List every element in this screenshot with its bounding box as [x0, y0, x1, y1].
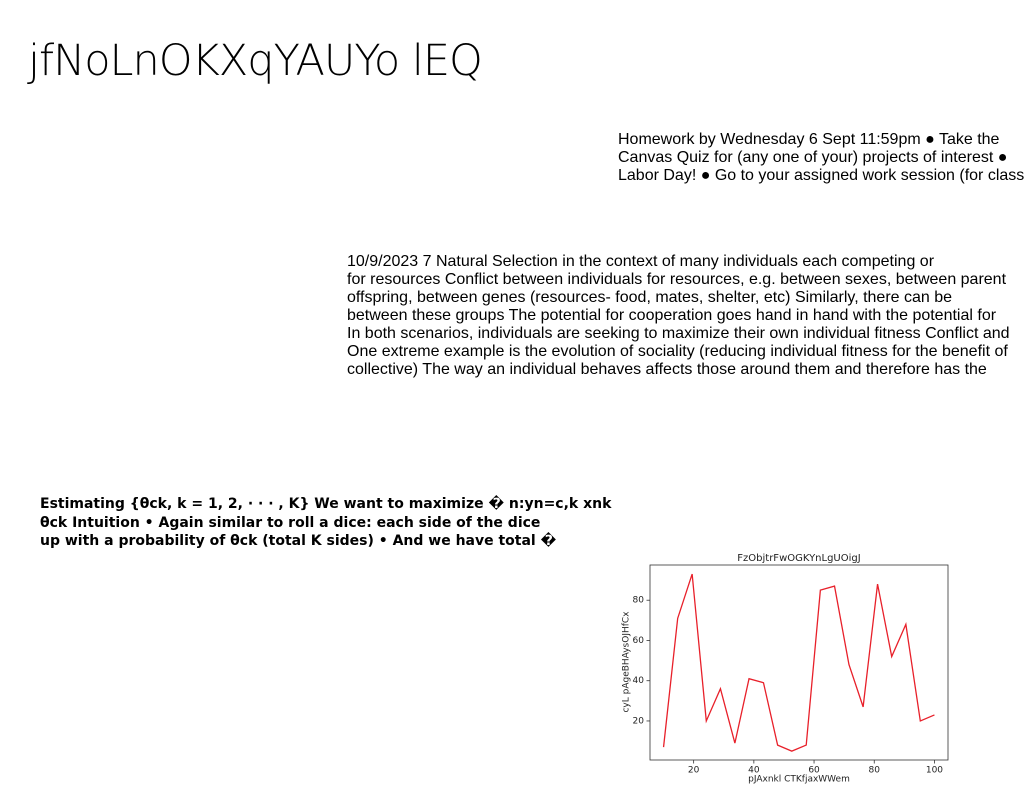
x-tick-label: 40: [748, 766, 760, 776]
text-line: collective) The way an individual behave…: [347, 361, 987, 378]
x-tick-label: 20: [688, 766, 700, 776]
x-tick-label: 80: [869, 766, 881, 776]
text-line: θck Intuition • Again similar to roll a …: [40, 514, 541, 531]
text-line: up with a probability of θck (total K si…: [40, 533, 557, 549]
notice-text: Homework by Wednesday 6 Sept 11:59pm ● T…: [618, 131, 1024, 185]
text-line: for resources Conflict between individua…: [347, 271, 1007, 288]
text-line: In both scenarios, individuals are seeki…: [347, 325, 1010, 342]
chart: FzObjtrFwOGKYnLgUOigJ pJAxnkl CTKfjaxWWe…: [622, 553, 949, 785]
paragraph-text: 10/9/2023 7 Natural Selection in the con…: [347, 253, 1010, 379]
y-tick-label: 80: [633, 596, 645, 606]
y-tick-label: 60: [633, 636, 645, 646]
text-line: One extreme example is the evolution of …: [347, 343, 1008, 360]
text-line: Canvas Quiz for (any one of your) projec…: [618, 149, 1008, 166]
plot-frame: [649, 564, 949, 761]
text-line: between these groups The potential for c…: [347, 307, 997, 324]
chart-title: FzObjtrFwOGKYnLgUOigJ: [737, 553, 860, 564]
y-tick-label: 20: [633, 716, 645, 726]
text-line: Homework by Wednesday 6 Sept 11:59pm ● T…: [618, 131, 1000, 148]
data-line: [662, 573, 935, 752]
y-axis-label: cyL pAgeBHAysOJHfCx: [622, 611, 632, 713]
x-tick-label: 100: [926, 766, 943, 776]
y-tick-label: 40: [633, 676, 645, 686]
page-title: jfNoLnOKXqYAUYo lEQ: [28, 36, 483, 86]
slide-text: Estimating {θck, k = 1, 2, · · · , K} We…: [40, 495, 611, 551]
x-tick-label: 60: [808, 766, 820, 776]
text-line: Labor Day! ● Go to your assigned work se…: [618, 167, 1024, 184]
text-line: Estimating {θck, k = 1, 2, · · · , K} We…: [40, 496, 612, 512]
text-line: 10/9/2023 7 Natural Selection in the con…: [347, 253, 935, 270]
text-line: offspring, between genes (resources- foo…: [347, 289, 953, 306]
x-axis-label: pJAxnkl CTKfjaxWWem: [748, 775, 850, 785]
